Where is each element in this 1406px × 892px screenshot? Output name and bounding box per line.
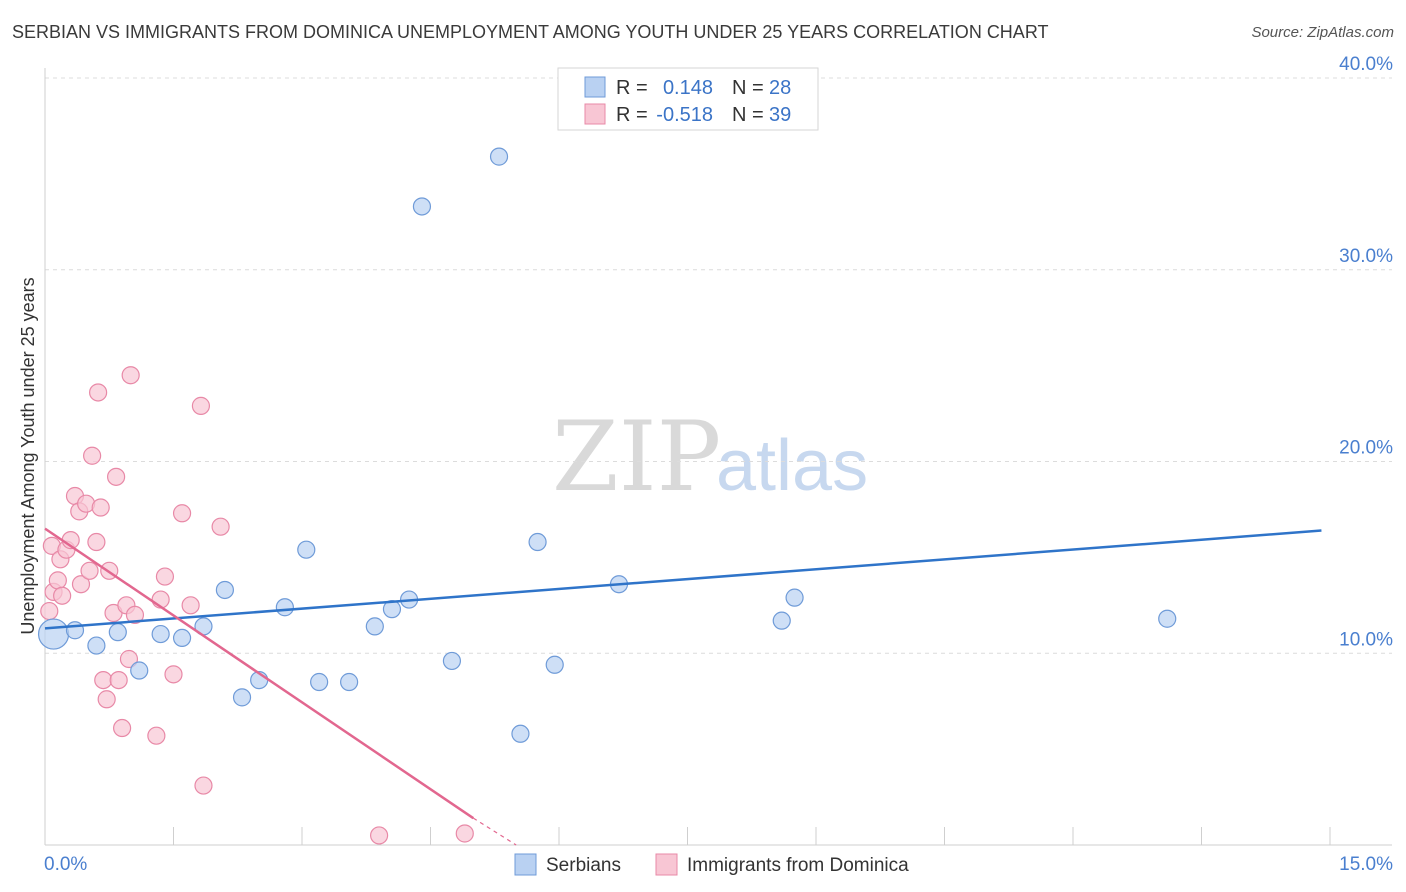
- data-point-dominica: [370, 826, 389, 845]
- chart-title: SERBIAN VS IMMIGRANTS FROM DOMINICA UNEM…: [12, 22, 1049, 42]
- data-point-serbians: [65, 621, 85, 640]
- legend-r-value: 0.148: [663, 77, 713, 99]
- data-point-dominica: [94, 670, 113, 690]
- data-point-serbians: [215, 580, 234, 600]
- data-point-dominica: [53, 586, 72, 605]
- chart-source: Source: ZipAtlas.com: [1251, 24, 1394, 41]
- data-point-serbians: [545, 655, 564, 674]
- watermark-atlas: atlas: [716, 426, 868, 506]
- x-tick-label: 0.0%: [44, 854, 87, 875]
- legend-n-value: 28: [769, 77, 791, 99]
- data-point-dominica: [71, 575, 91, 594]
- data-point-dominica: [107, 467, 126, 486]
- data-point-dominica: [112, 718, 132, 738]
- data-point-dominica: [40, 601, 59, 621]
- data-point-serbians: [172, 628, 192, 648]
- bottom-legend-swatch-serbians: [514, 853, 537, 876]
- watermark: ZIP atlas: [552, 401, 868, 513]
- legend-top: R = 0.148 N = 28 R = -0.518 N = 39: [557, 67, 819, 131]
- data-point-serbians: [442, 651, 462, 671]
- data-point-dominica: [80, 561, 99, 580]
- data-point-dominica: [194, 776, 213, 795]
- trendlines: [44, 527, 1322, 846]
- data-point-serbians: [785, 588, 804, 607]
- data-point-dominica: [119, 649, 139, 669]
- x-tick-label: 15.0%: [1339, 854, 1393, 875]
- data-point-dominica: [87, 532, 106, 552]
- data-point-serbians: [489, 147, 509, 166]
- legend-swatch-dominica: [584, 103, 606, 125]
- data-point-serbians: [365, 617, 384, 636]
- data-point-serbians: [412, 197, 432, 216]
- data-point-dominica: [147, 726, 166, 745]
- bottom-legend-swatch-dominica: [655, 853, 678, 876]
- data-point-dominica: [91, 498, 110, 517]
- legend-r-label: R =: [616, 104, 648, 126]
- legend-n-label: N =: [732, 77, 764, 99]
- data-point-serbians: [151, 624, 170, 644]
- data-point-dominica: [83, 446, 102, 465]
- data-point-dominica: [455, 824, 474, 843]
- y-tick-labels: 10.0% 20.0% 30.0% 40.0%: [1339, 54, 1393, 650]
- legend-r-value: -0.518: [656, 104, 713, 126]
- legend-r-label: R =: [616, 77, 648, 99]
- data-point-serbians: [87, 636, 106, 655]
- data-point-serbians: [130, 661, 149, 680]
- axes: [44, 68, 1392, 846]
- data-point-serbians: [108, 623, 127, 642]
- data-point-serbians: [37, 618, 70, 650]
- data-point-serbians: [310, 672, 329, 692]
- data-point-serbians: [1158, 609, 1177, 628]
- points-dominica: [40, 366, 474, 845]
- bottom-legend-label: Serbians: [546, 855, 621, 876]
- gridlines: [45, 77, 1392, 654]
- data-point-serbians: [297, 540, 316, 559]
- y-axis-title: Unemployment Among Youth under 25 years: [18, 277, 38, 634]
- trendline-serbians: [44, 529, 1322, 630]
- data-point-dominica: [121, 366, 140, 385]
- data-point-dominica: [211, 517, 230, 536]
- data-point-dominica: [172, 504, 192, 523]
- bottom-legend-label: Immigrants from Dominica: [687, 855, 909, 876]
- x-tick-labels: 0.0% 15.0%: [44, 854, 1393, 875]
- data-point-serbians: [232, 688, 252, 707]
- legend-swatch-serbians: [584, 76, 606, 98]
- data-point-dominica: [97, 690, 116, 709]
- data-point-dominica: [89, 383, 108, 402]
- legend-n-label: N =: [732, 104, 764, 126]
- data-point-dominica: [109, 670, 128, 690]
- data-point-dominica: [181, 596, 200, 615]
- data-point-dominica: [164, 665, 183, 684]
- y-tick-label: 30.0%: [1339, 246, 1393, 267]
- data-point-serbians: [340, 672, 359, 692]
- legend-bottom: Serbians Immigrants from Dominica: [514, 853, 909, 876]
- legend-n-value: 39: [769, 104, 791, 126]
- data-point-serbians: [528, 532, 547, 552]
- watermark-zip: ZIP: [552, 401, 721, 513]
- data-point-dominica: [191, 396, 211, 415]
- y-tick-label: 10.0%: [1339, 629, 1393, 650]
- trendline-dashed-dominica: [473, 817, 517, 846]
- data-point-serbians: [275, 598, 294, 617]
- data-point-serbians: [511, 724, 530, 743]
- y-tick-label: 40.0%: [1339, 54, 1393, 75]
- data-point-serbians: [772, 611, 791, 630]
- data-point-dominica: [125, 605, 145, 625]
- trendline-dominica: [44, 527, 475, 820]
- y-tick-label: 20.0%: [1339, 438, 1393, 459]
- points-serbians: [37, 147, 1177, 743]
- data-point-dominica: [48, 571, 67, 590]
- data-point-dominica: [155, 567, 175, 586]
